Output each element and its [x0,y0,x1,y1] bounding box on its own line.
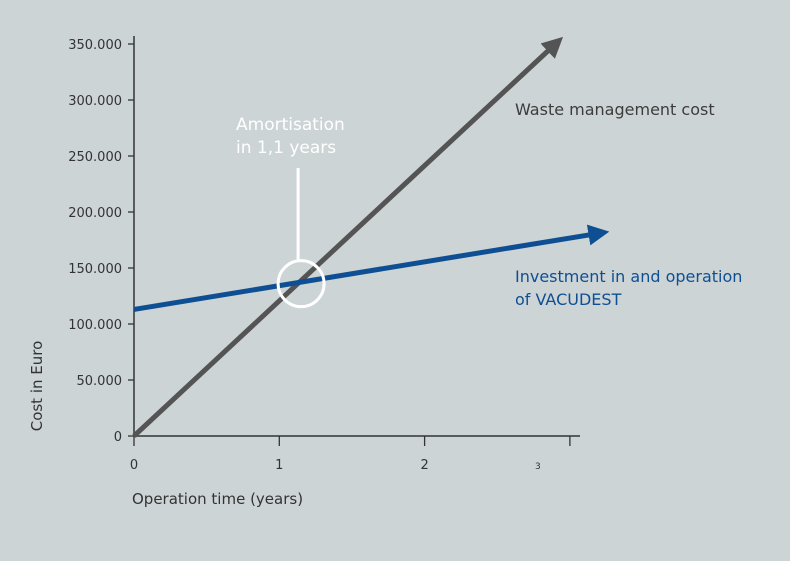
x-ticks: 0 1 2 3 [130,436,571,473]
y-tick-label: 300.000 [68,94,122,109]
series-line-waste-management [132,36,564,438]
x-tick-label: 0 [130,458,138,473]
series-line-vacudest [133,224,610,312]
x-tick-label: 2 [420,458,428,473]
series-label-waste: Waste management cost [515,100,715,119]
y-axis-label: Cost in Euro [28,341,46,432]
axes [133,36,580,437]
x-axis-label: Operation time (years) [132,490,303,508]
series-layer [132,36,610,438]
y-tick-label: 100.000 [68,318,122,333]
series-label-vacudest: Investment in and operation of VACUDEST [515,267,747,309]
amortisation-label-line-1: Amortisation [236,115,345,135]
y-tick-label: 200.000 [68,206,122,221]
y-tick-label: 150.000 [68,262,122,277]
x-tick-label: 3 [535,462,541,472]
x-tick-label: 1 [275,458,283,473]
y-tick-label: 0 [114,430,122,445]
y-ticks: 0 50.000 100.000 150.000 200.000 250.000 300.0… [68,38,134,445]
amortisation-label-line-2: in 1,1 years [236,138,336,158]
series-label-vacudest-line-1: Investment in and operation [515,267,742,286]
y-tick-label: 50.000 [77,374,123,389]
y-tick-label: 350.000 [68,38,122,53]
series-label-vacudest-line-2: of VACUDEST [515,290,622,309]
annotation-layer: Amortisation in 1,1 years [236,115,345,309]
y-tick-label: 250.000 [68,150,122,165]
amortisation-label: Amortisation in 1,1 years [236,115,345,158]
amortisation-marker [276,259,326,309]
